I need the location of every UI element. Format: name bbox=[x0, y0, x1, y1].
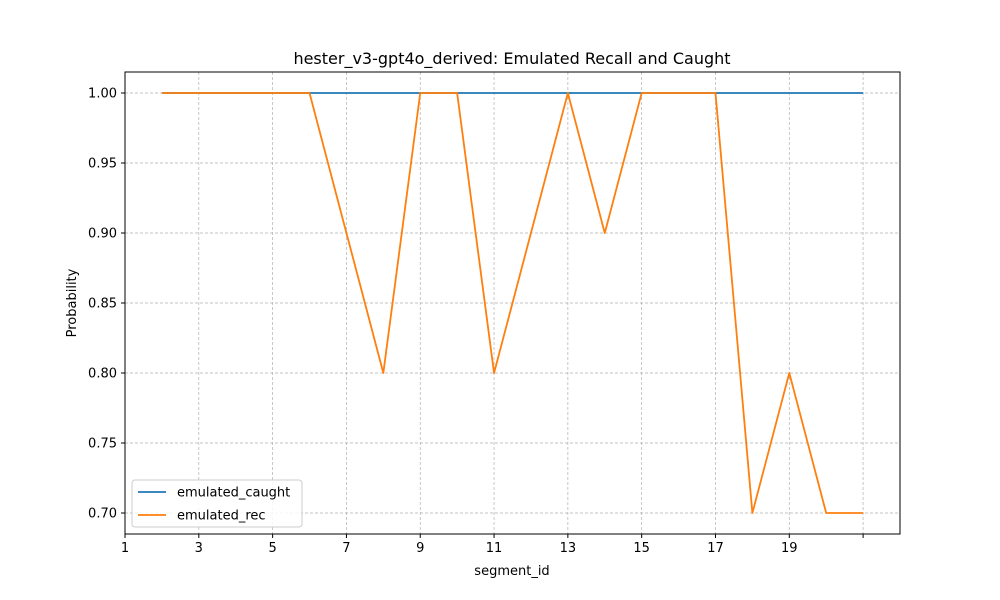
x-tick-label: 3 bbox=[195, 541, 203, 556]
y-tick-label: 0.90 bbox=[88, 227, 117, 242]
y-tick-label: 1.00 bbox=[88, 87, 117, 102]
x-tick-label: 1 bbox=[121, 541, 129, 556]
y-tick-label: 0.70 bbox=[88, 507, 117, 522]
x-tick-label: 13 bbox=[560, 541, 577, 556]
y-tick-label: 0.95 bbox=[88, 157, 117, 172]
y-tick-label: 0.85 bbox=[88, 297, 117, 312]
legend-label-emulated_caught: emulated_caught bbox=[177, 486, 290, 501]
series-line-emulated_rec bbox=[161, 92, 864, 514]
x-tick-label: 17 bbox=[707, 541, 724, 556]
legend-box bbox=[131, 479, 303, 528]
y-axis-ticks: 0.70 0.75 0.80 0.85 0.90 0.95 1.00 bbox=[88, 87, 125, 522]
legend: emulated_caught emulated_rec bbox=[131, 479, 303, 528]
x-tick-label: 19 bbox=[781, 541, 798, 556]
x-tick-label: 7 bbox=[342, 541, 350, 556]
x-axis-ticks: 1 3 5 7 9 11 13 15 17 19 bbox=[121, 534, 864, 556]
chart-title: hester_v3-gpt4o_derived: Emulated Recall… bbox=[293, 49, 730, 69]
y-tick-label: 0.80 bbox=[88, 367, 117, 382]
legend-label-emulated_rec: emulated_rec bbox=[177, 509, 266, 524]
x-tick-label: 9 bbox=[416, 541, 424, 556]
legend-entries: emulated_caught emulated_rec bbox=[138, 486, 290, 524]
series-lines bbox=[161, 92, 864, 514]
x-tick-label: 11 bbox=[486, 541, 503, 556]
x-tick-label: 15 bbox=[633, 541, 650, 556]
y-tick-label: 0.75 bbox=[88, 437, 117, 452]
x-axis-label: segment_id bbox=[474, 564, 549, 579]
y-axis-label: Probability bbox=[65, 268, 80, 337]
x-tick-label: 5 bbox=[268, 541, 276, 556]
